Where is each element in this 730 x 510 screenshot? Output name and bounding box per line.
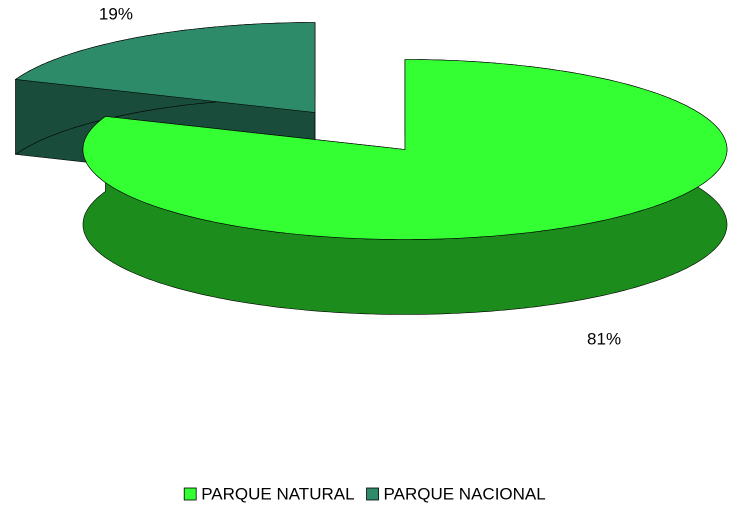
legend-swatch: [366, 487, 379, 501]
data-label: 81%: [587, 330, 621, 349]
legend-label: PARQUE NACIONAL: [384, 484, 546, 503]
slice-top: [82, 59, 728, 240]
pie-slice: [82, 59, 728, 315]
data-label: 19%: [99, 4, 133, 23]
slice-top: [14, 22, 316, 113]
legend-swatch: [183, 487, 197, 501]
legend-label: PARQUE NATURAL: [201, 484, 354, 503]
legend: PARQUE NATURAL PARQUE NACIONAL: [183, 484, 546, 503]
